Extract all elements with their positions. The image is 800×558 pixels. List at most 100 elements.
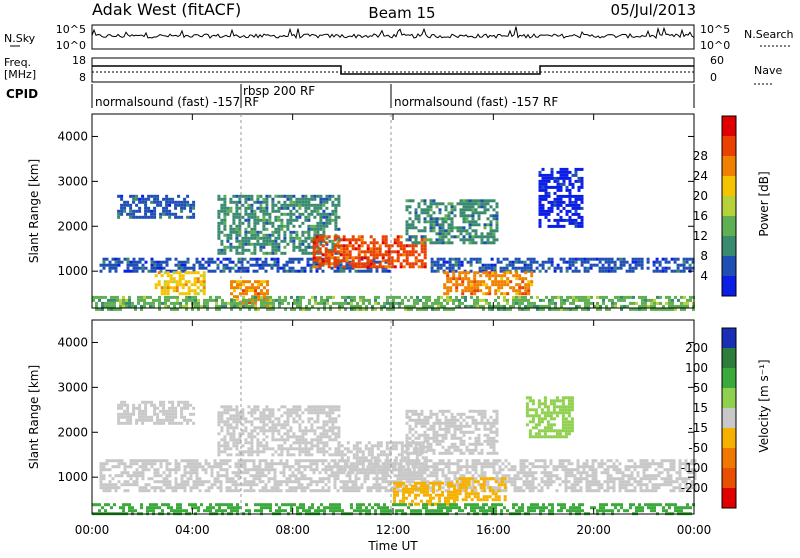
power-cell	[620, 264, 623, 267]
velocity-cell	[199, 483, 202, 486]
power-cell	[347, 296, 350, 299]
power-cell	[295, 237, 298, 240]
power-cell	[539, 204, 542, 207]
velocity-cell	[139, 474, 142, 477]
power-cell	[316, 213, 319, 216]
velocity-cell	[457, 462, 460, 465]
velocity-cell	[144, 416, 147, 419]
velocity-cell	[568, 459, 571, 462]
power-cell	[313, 198, 316, 201]
power-cell	[182, 299, 185, 302]
velocity-cell	[457, 459, 460, 462]
velocity-cell	[289, 447, 292, 450]
velocity-cell	[424, 477, 427, 480]
power-cell	[127, 270, 130, 273]
power-cell	[548, 207, 551, 210]
velocity-cell	[187, 480, 190, 483]
velocity-cell	[541, 465, 544, 468]
power-cell	[316, 259, 319, 262]
power-cell	[226, 207, 229, 210]
power-cell	[151, 267, 154, 270]
power-cell	[476, 261, 479, 264]
velocity-cell	[371, 447, 374, 450]
velocity-cell	[601, 459, 604, 462]
velocity-cell	[262, 429, 265, 432]
power-cell	[566, 296, 569, 299]
power-cell	[466, 202, 469, 205]
power-cell	[587, 267, 590, 270]
power-cell	[578, 213, 581, 216]
power-cell	[437, 264, 440, 267]
power-cell	[355, 247, 358, 250]
power-cell	[484, 235, 487, 238]
power-cell	[475, 223, 478, 226]
power-cell	[436, 232, 439, 235]
power-cell	[238, 201, 241, 204]
power-cell	[560, 216, 563, 219]
velocity-cell	[307, 447, 310, 450]
power-cell	[548, 219, 551, 222]
power-cell	[382, 265, 385, 268]
power-cell	[452, 271, 455, 274]
power-cell	[545, 180, 548, 183]
velocity-cell	[565, 480, 568, 483]
velocity-cell	[304, 408, 307, 411]
velocity-cell	[169, 474, 172, 477]
velocity-cell	[313, 462, 316, 465]
power-cell	[617, 296, 620, 299]
velocity-cell	[622, 477, 625, 480]
power-cell	[262, 201, 265, 204]
power-cell	[277, 246, 280, 249]
power-cell	[244, 219, 247, 222]
power-cell	[551, 201, 554, 204]
velocity-cell	[338, 450, 341, 453]
velocity-cell	[322, 489, 325, 492]
velocity-cell	[139, 459, 142, 462]
velocity-cell	[637, 465, 640, 468]
power-cell	[563, 174, 566, 177]
power-cell	[223, 216, 226, 219]
power-cell	[460, 232, 463, 235]
power-cell	[394, 250, 397, 253]
velocity-cell	[250, 468, 253, 471]
power-cell	[132, 213, 135, 216]
power-cell	[313, 259, 316, 262]
velocity-cell	[235, 414, 238, 417]
power-cell	[212, 299, 215, 302]
power-cell	[557, 177, 560, 180]
power-cell	[689, 299, 692, 302]
power-cell	[334, 207, 337, 210]
power-cell	[452, 274, 455, 277]
power-cell	[287, 302, 290, 305]
velocity-cell	[232, 477, 235, 480]
velocity-cell	[529, 462, 532, 465]
velocity-cell	[371, 462, 374, 465]
velocity-cell	[529, 474, 532, 477]
power-cell	[463, 238, 466, 241]
velocity-cell	[334, 417, 337, 420]
power-cell	[217, 231, 220, 234]
velocity-cell	[142, 462, 145, 465]
power-cell	[443, 299, 446, 302]
velocity-cell	[253, 459, 256, 462]
velocity-cell	[226, 471, 229, 474]
power-cell	[325, 216, 328, 219]
power-cell	[356, 305, 359, 308]
power-cell	[296, 302, 299, 305]
velocity-cell	[325, 459, 328, 462]
velocity-cell	[631, 465, 634, 468]
power-cell	[406, 205, 409, 208]
power-cell	[268, 240, 271, 243]
velocity-cell	[109, 486, 112, 489]
power-cell	[563, 302, 566, 305]
power-cell	[560, 198, 563, 201]
power-cell	[177, 195, 180, 198]
power-cell	[650, 302, 653, 305]
velocity-cell	[112, 465, 115, 468]
power-cell	[223, 213, 226, 216]
power-cell	[629, 296, 632, 299]
power-cell	[325, 225, 328, 228]
power-cell	[469, 202, 472, 205]
power-cell	[221, 299, 224, 302]
power-cell	[461, 277, 464, 280]
